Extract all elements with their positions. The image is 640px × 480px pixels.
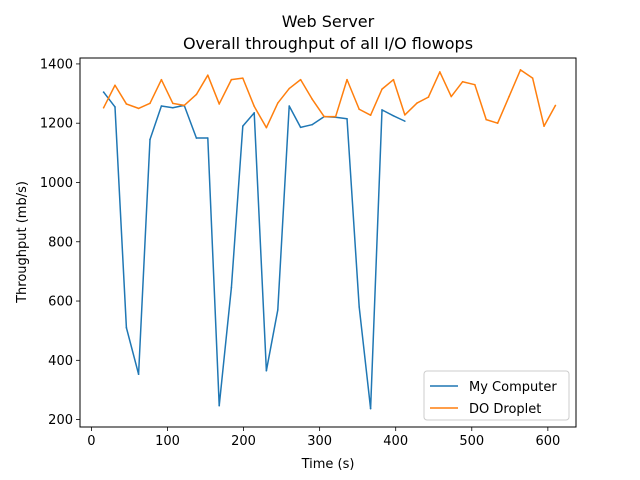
x-tick-label: 400 (383, 434, 408, 449)
data-point-do-droplet (160, 78, 163, 81)
data-point-do-droplet (265, 126, 268, 129)
data-point-my-computer (218, 404, 221, 407)
data-point-do-droplet (508, 95, 510, 98)
y-axis-label: Throughput (mb/s) (15, 181, 30, 304)
data-point-my-computer (392, 115, 395, 117)
data-point-do-droplet (334, 115, 337, 118)
data-point-my-computer (358, 306, 360, 308)
data-point-my-computer (265, 369, 268, 372)
legend-box (423, 370, 570, 421)
data-point-do-droplet (299, 78, 302, 81)
data-point-do-droplet (102, 106, 105, 109)
plot-content (102, 69, 557, 410)
x-tick-label: 300 (307, 434, 332, 449)
x-axis: 0 100 200 300 400 500 600 (87, 427, 560, 449)
data-point-do-droplet (207, 74, 209, 76)
legend: My Computer DO Droplet (423, 370, 570, 421)
data-point-my-computer (369, 407, 372, 410)
y-tick-label: 600 (48, 295, 73, 310)
data-point-do-droplet (543, 125, 545, 127)
data-point-do-droplet (242, 77, 244, 79)
data-point-do-droplet (218, 103, 221, 105)
data-point-my-computer (160, 105, 163, 107)
data-point-do-droplet (392, 78, 395, 81)
data-point-my-computer (288, 105, 291, 107)
data-point-my-computer (253, 112, 256, 114)
data-point-my-computer (404, 120, 406, 122)
y-tick-label: 1000 (40, 176, 73, 191)
data-point-do-droplet (358, 108, 360, 111)
data-point-my-computer (102, 91, 105, 93)
chart-title: Web Server (282, 12, 375, 31)
data-point-do-droplet (125, 103, 128, 105)
x-tick-label: 100 (155, 434, 180, 449)
y-tick-label: 800 (48, 235, 73, 250)
data-point-my-computer (230, 286, 233, 289)
data-point-do-droplet (195, 93, 198, 96)
data-point-my-computer (172, 106, 174, 109)
data-point-do-droplet (381, 88, 383, 90)
data-point-my-computer (149, 138, 151, 141)
legend-label-my-computer: My Computer (469, 380, 557, 395)
data-point-do-droplet (427, 96, 430, 98)
y-tick-label: 400 (48, 354, 73, 369)
data-point-my-computer (299, 126, 302, 129)
data-point-do-droplet (416, 102, 418, 104)
x-axis-label: Time (s) (301, 457, 355, 472)
data-point-do-droplet (149, 102, 151, 105)
data-point-do-droplet (496, 122, 499, 124)
data-point-do-droplet (311, 98, 313, 100)
x-tick-label: 500 (459, 434, 484, 449)
data-point-do-droplet (474, 83, 476, 86)
y-tick-label: 200 (48, 413, 73, 428)
plot-frame (79, 57, 577, 428)
data-point-do-droplet (369, 114, 372, 116)
data-point-do-droplet (461, 80, 464, 83)
data-point-do-droplet (450, 95, 453, 98)
x-tick-label: 600 (535, 434, 560, 449)
data-point-do-droplet (323, 115, 326, 118)
data-point-do-droplet (485, 118, 488, 121)
data-point-do-droplet (172, 102, 174, 105)
data-point-do-droplet (531, 77, 534, 79)
data-point-my-computer (195, 137, 198, 139)
data-point-my-computer (346, 117, 348, 120)
data-point-do-droplet (183, 104, 186, 107)
data-point-do-droplet (404, 114, 406, 116)
y-axis: 200 400 600 800 1000 1200 1400 (40, 57, 80, 428)
data-point-do-droplet (288, 87, 291, 90)
data-point-do-droplet (253, 105, 256, 108)
data-point-my-computer (276, 309, 279, 311)
data-point-do-droplet (114, 84, 116, 87)
data-point-do-droplet (346, 78, 348, 81)
data-point-do-droplet (230, 78, 233, 81)
y-tick-label: 1400 (40, 57, 73, 72)
data-point-my-computer (137, 373, 140, 376)
x-tick-label: 0 (87, 434, 95, 449)
data-point-my-computer (311, 123, 313, 126)
data-point-do-droplet (137, 107, 140, 110)
data-point-do-droplet (276, 102, 279, 104)
chart-subtitle: Overall throughput of all I/O flowops (183, 34, 473, 53)
data-point-my-computer (207, 137, 209, 139)
data-point-do-droplet (519, 69, 522, 71)
series-points-do-droplet (102, 69, 557, 129)
data-point-my-computer (242, 125, 244, 127)
series-line-do-droplet (102, 69, 557, 129)
x-tick-label: 200 (231, 434, 256, 449)
y-tick-label: 1200 (40, 117, 73, 132)
data-point-my-computer (125, 326, 128, 329)
data-point-do-droplet (554, 104, 557, 107)
data-point-my-computer (381, 109, 383, 111)
data-point-my-computer (114, 106, 116, 108)
data-point-do-droplet (439, 71, 441, 73)
legend-label-do-droplet: DO Droplet (469, 402, 541, 417)
